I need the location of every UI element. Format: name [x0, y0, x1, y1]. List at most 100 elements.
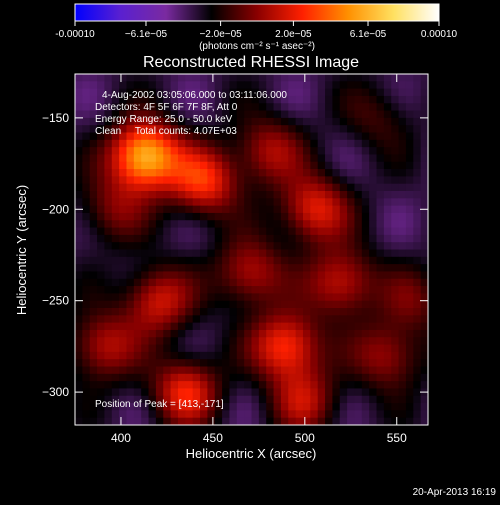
heatmap-cell [391, 417, 399, 425]
heatmap-cell [244, 227, 252, 236]
heatmap-cell [295, 88, 304, 97]
heatmap-cell [383, 154, 392, 163]
heatmap-cell [405, 95, 414, 104]
heatmap-cell [148, 88, 157, 97]
heatmap-cell [391, 147, 399, 155]
heatmap-cell [192, 322, 201, 331]
heatmap-cell [236, 154, 245, 163]
heatmap-cell [126, 198, 135, 207]
heatmap-cell [170, 388, 179, 397]
heatmap-cell [97, 220, 105, 228]
heatmap-cell [310, 256, 319, 265]
heatmap-cell [383, 359, 392, 367]
heatmap-cell [391, 329, 399, 338]
heatmap-cell [170, 329, 179, 338]
heatmap-cell [376, 169, 385, 177]
heatmap-cell [405, 103, 414, 111]
heatmap-cell [126, 388, 135, 397]
heatmap-cell [185, 154, 194, 163]
heatmap-cell [376, 117, 385, 126]
heatmap-cell [420, 88, 428, 97]
heatmap-cell [295, 154, 304, 163]
heatmap-cell [89, 88, 98, 97]
heatmap-cell [185, 351, 194, 360]
heatmap-cell [302, 286, 311, 294]
heatmap-cell [302, 271, 311, 280]
heatmap-cell [236, 373, 245, 382]
heatmap-cell [273, 191, 282, 199]
heatmap-cell [119, 161, 127, 170]
heatmap-cell [339, 373, 348, 382]
heatmap-cell [383, 249, 392, 258]
heatmap-cell [119, 417, 127, 425]
heatmap-cell [141, 344, 149, 353]
heatmap-cell [361, 278, 370, 287]
heatmap-cell [200, 110, 208, 119]
heatmap-cell [251, 315, 260, 324]
heatmap-cell [405, 249, 414, 258]
heatmap-cell [97, 395, 105, 404]
heatmap-cell [244, 147, 252, 155]
heatmap-cell [295, 395, 304, 404]
heatmap-cell [325, 373, 333, 382]
heatmap-cell [104, 234, 113, 243]
heatmap-cell [413, 344, 422, 353]
heatmap-cell [200, 212, 208, 221]
heatmap-cell [200, 234, 208, 243]
heatmap-cell [192, 110, 201, 119]
heatmap-cell [126, 234, 135, 243]
heatmap-cell [214, 278, 223, 287]
heatmap-cell [244, 212, 252, 221]
heatmap-cell [288, 95, 297, 104]
heatmap-cell [119, 132, 127, 141]
heatmap-cell [266, 234, 274, 243]
heatmap-cell [413, 81, 422, 90]
heatmap-cell [310, 308, 319, 316]
heatmap-cell [111, 344, 120, 353]
heatmap-cell [288, 191, 297, 199]
heatmap-cell [236, 351, 245, 360]
heatmap-cell [222, 198, 230, 207]
heatmap-cell [148, 147, 157, 155]
heatmap-cell [413, 147, 422, 155]
heatmap-cell [332, 351, 341, 360]
heatmap-cell [376, 88, 385, 97]
heatmap-cell [170, 212, 179, 221]
heatmap-cell [133, 359, 142, 367]
heatmap-cell [126, 293, 135, 302]
heatmap-cell [325, 132, 333, 141]
heatmap-cell [163, 198, 171, 207]
heatmap-cell [236, 344, 245, 353]
heatmap-cell [317, 220, 326, 228]
heatmap-cell [413, 373, 422, 382]
heatmap-cell [75, 95, 83, 104]
heatmap-cell [273, 95, 282, 104]
heatmap-cell [244, 278, 252, 287]
heatmap-cell [126, 103, 135, 111]
heatmap-cell [361, 161, 370, 170]
heatmap-cell [258, 125, 267, 133]
heatmap-cell [133, 329, 142, 338]
heatmap-cell [266, 417, 274, 425]
heatmap-cell [244, 271, 252, 280]
heatmap-cell [273, 88, 282, 97]
heatmap-cell [317, 293, 326, 302]
heatmap-cell [405, 417, 414, 425]
heatmap-cell [310, 132, 319, 141]
heatmap-cell [295, 95, 304, 104]
heatmap-cell [222, 286, 230, 294]
heatmap-cell [398, 381, 407, 389]
heatmap-cell [148, 366, 157, 375]
heatmap-cell [133, 322, 142, 331]
heatmap-cell [236, 417, 245, 425]
heatmap-cell [413, 132, 422, 141]
heatmap-cell [229, 227, 238, 236]
heatmap-cell [405, 410, 414, 419]
heatmap-cell [148, 249, 157, 258]
heatmap-cell [82, 395, 91, 404]
heatmap-cell [420, 351, 428, 360]
heatmap-cell [236, 395, 245, 404]
heatmap-cell [207, 271, 216, 280]
heatmap-cell [376, 351, 385, 360]
heatmap-cell [251, 381, 260, 389]
